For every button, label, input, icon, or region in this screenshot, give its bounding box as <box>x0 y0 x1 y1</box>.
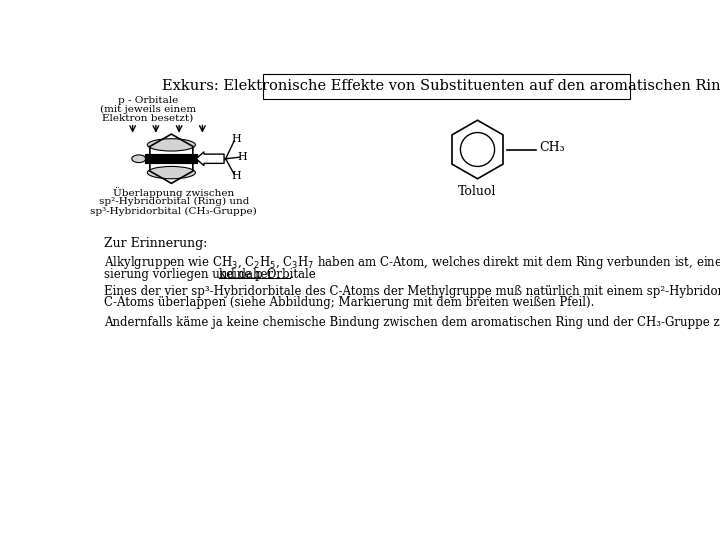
Text: CH₃: CH₃ <box>539 141 565 154</box>
Text: Elektron besetzt): Elektron besetzt) <box>102 113 194 123</box>
Text: keine p-Orbitale: keine p-Orbitale <box>219 268 315 281</box>
Text: Eines der vier sp³-Hybridorbitale des C-Atoms der Methylgruppe muß natürlich mit: Eines der vier sp³-Hybridorbitale des C-… <box>104 286 720 299</box>
Text: Toluol: Toluol <box>459 185 497 198</box>
FancyArrow shape <box>196 152 224 166</box>
Text: .: . <box>290 268 294 281</box>
Text: Andernfalls käme ja keine chemische Bindung zwischen dem aromatischen Ring und d: Andernfalls käme ja keine chemische Bind… <box>104 316 720 329</box>
Ellipse shape <box>148 166 195 179</box>
Text: sierung vorliegen und daher: sierung vorliegen und daher <box>104 268 276 281</box>
Text: H: H <box>238 152 248 162</box>
Text: Exkurs: Elektronische Effekte von Substituenten auf den aromatischen Ring: Exkurs: Elektronische Effekte von Substi… <box>163 79 720 93</box>
Text: p - Orbitale: p - Orbitale <box>118 97 179 105</box>
Text: Überlappung zwischen: Überlappung zwischen <box>113 187 234 198</box>
Text: sp³-Hybridorbital (CH₃-Gruppe): sp³-Hybridorbital (CH₃-Gruppe) <box>90 206 257 215</box>
Text: Zur Erinnerung:: Zur Erinnerung: <box>104 237 207 250</box>
Text: H: H <box>232 171 241 181</box>
Text: H: H <box>232 134 241 144</box>
Ellipse shape <box>148 139 195 151</box>
Ellipse shape <box>132 155 145 163</box>
Text: C-Atoms überlappen (siehe Abbildung; Markierung mit dem breiten weißen Pfeil).: C-Atoms überlappen (siehe Abbildung; Mar… <box>104 296 594 309</box>
Text: Alkylgruppen wie CH$_3$, C$_2$H$_5$, C$_3$H$_7$ haben am C-Atom, welches direkt : Alkylgruppen wie CH$_3$, C$_2$H$_5$, C$_… <box>104 254 720 273</box>
Text: (mit jeweils einem: (mit jeweils einem <box>100 105 196 114</box>
FancyBboxPatch shape <box>263 74 630 99</box>
Text: sp²-Hybridorbital (Ring) und: sp²-Hybridorbital (Ring) und <box>99 197 249 206</box>
Ellipse shape <box>197 155 211 163</box>
